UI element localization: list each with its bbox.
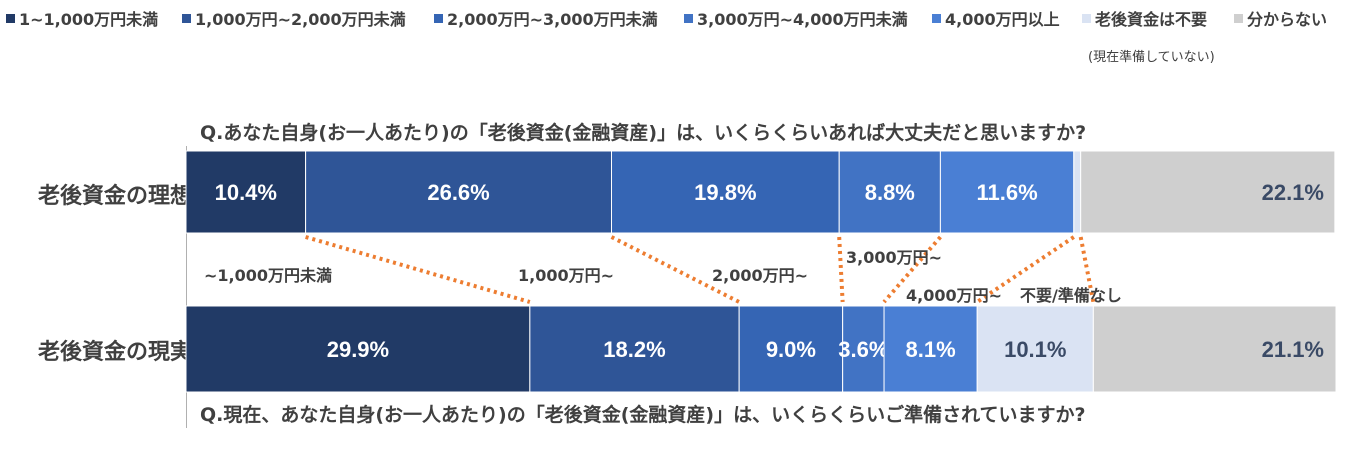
- row-label-actual: 老後資金の現実: [38, 340, 193, 365]
- bar-value-label: 19.8%: [694, 180, 756, 205]
- legend-label: 2,000万円~3,000万円未満: [447, 10, 658, 29]
- legend-label: 3,000万円~4,000万円未満: [697, 10, 908, 29]
- connector-line: [837, 236, 845, 303]
- bar-value-label: 8.8%: [865, 180, 915, 205]
- connector-line: [610, 235, 741, 304]
- bar-value-label: 11.6%: [977, 180, 1038, 205]
- legend-item-under-10m: 1~1,000万円未満: [6, 6, 158, 30]
- question-actual: Q.現在、あなた自身(お一人あたり)の「老後資金(金融資産)」は、いくらくらいご…: [200, 404, 1086, 426]
- bar-value-label: 29.9%: [327, 337, 389, 362]
- bar-value-label: 10.4%: [215, 180, 277, 205]
- bar-segment: [976, 305, 1094, 393]
- bar-segment: [842, 305, 885, 393]
- legend-swatch: [6, 14, 15, 23]
- annotation-30m: 3,000万円~: [846, 248, 943, 267]
- legend-swatch: [1234, 14, 1243, 23]
- legend-swatch: [684, 14, 693, 23]
- legend-note: (現在準備していない): [1088, 50, 1215, 65]
- legend-label: 4,000万円以上: [945, 10, 1060, 29]
- legend-item-20m-30m: 2,000万円~3,000万円未満: [434, 6, 658, 30]
- connector-line: [882, 235, 942, 304]
- legend-label: 分からない: [1247, 10, 1328, 29]
- legend-item-unknown: 分からない: [1234, 6, 1327, 30]
- legend-swatch: [434, 14, 443, 23]
- category-axis-line: [186, 146, 187, 428]
- bar-segment: [1092, 305, 1337, 393]
- annotation-not-needed: 不要/準備なし: [1020, 286, 1122, 305]
- legend-label: 1~1,000万円未満: [19, 10, 159, 29]
- bar-value-label: 21.1%: [1262, 337, 1324, 362]
- bar-segment: [185, 305, 531, 393]
- legend-swatch: [182, 14, 191, 23]
- annotation-under-10m: ~1,000万円未満: [204, 266, 333, 285]
- bar-segment: [611, 150, 840, 234]
- question-ideal: Q.あなた自身(お一人あたり)の「老後資金(金融資産)」は、いくらくらいあれば大…: [200, 122, 1087, 144]
- annotation-10m: 1,000万円~: [518, 266, 615, 285]
- bar-value-label: 8.1%: [906, 337, 956, 362]
- annotation-20m: 2,000万円~: [712, 266, 809, 285]
- bar-segment: [939, 150, 1075, 234]
- connector-line: [305, 235, 531, 304]
- bar-segment: [529, 305, 740, 393]
- bar-segment: [883, 305, 978, 393]
- bar-segment: [1073, 150, 1082, 234]
- bar-segment: [838, 150, 941, 234]
- bar-value-label: 10.1%: [1004, 337, 1066, 362]
- bar-segment: [305, 150, 612, 234]
- annotation-40m: 4,000万円~: [906, 286, 1003, 305]
- connector-line: [976, 235, 1075, 304]
- legend-item-30m-40m: 3,000万円~4,000万円未満: [684, 6, 908, 30]
- legend-label: 老後資金は不要: [1095, 10, 1208, 29]
- chart-legend: 1~1,000万円未満 1,000万円~2,000万円未満 2,000万円~3,…: [0, 6, 1348, 30]
- bar-value-label: 9.0%: [766, 337, 816, 362]
- bar-value-label: 18.2%: [603, 337, 665, 362]
- legend-item-not-needed: 老後資金は不要: [1082, 6, 1207, 30]
- row-label-ideal: 老後資金の理想: [38, 184, 193, 209]
- bar-value-label: 22.1%: [1262, 180, 1324, 205]
- bar-segment: [1080, 150, 1336, 234]
- bar-value-label: 3.6%: [838, 337, 888, 362]
- legend-swatch: [932, 14, 941, 23]
- bar-segment: [738, 305, 844, 393]
- legend-item-10m-20m: 1,000万円~2,000万円未満: [182, 6, 406, 30]
- bar-value-label: 26.6%: [427, 180, 489, 205]
- legend-label: 1,000万円~2,000万円未満: [195, 10, 406, 29]
- legend-item-over-40m: 4,000万円以上: [932, 6, 1060, 30]
- legend-swatch: [1082, 14, 1091, 23]
